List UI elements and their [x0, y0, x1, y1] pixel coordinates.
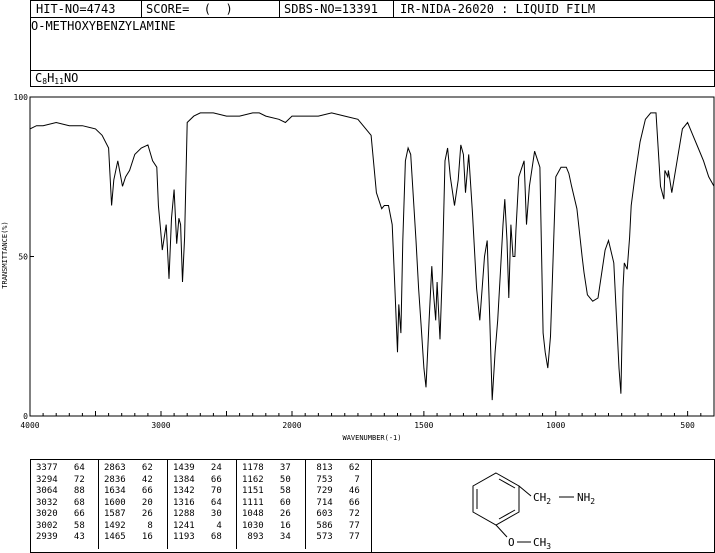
peak-row: 1465 16 [104, 532, 153, 542]
sdbs-no: SDBS-NO=13391 [284, 2, 378, 16]
peak-row: 1288 30 [173, 509, 222, 519]
peak-column: 1178 37 1162 50 1151 58 1111 60 1048 26 1030 … [242, 463, 291, 544]
peak-row: 2836 42 [104, 474, 153, 485]
x-tick-label: 1000 [546, 421, 565, 430]
peak-row: 603 72 [311, 509, 360, 519]
peak-column-divider [236, 459, 237, 549]
peak-row: 3002 58 [36, 520, 85, 531]
score: SCORE= ( ) [146, 2, 233, 16]
x-tick-label: 500 [680, 421, 695, 430]
x-tick-label: 4000 [20, 421, 39, 430]
chemical-structure: CH2 NH2 O CH3 [472, 472, 595, 551]
peak-row: 1587 26 [104, 509, 153, 519]
peak-table: 3377 64 3294 72 3064 88 3032 68 3020 66 3002 … [36, 459, 370, 549]
peak-row: 2863 62 [104, 463, 153, 473]
peak-column: 3377 64 3294 72 3064 88 3032 68 3020 66 3002 … [36, 463, 85, 544]
peak-row: 1030 16 [242, 520, 291, 531]
peak-column: 1439 24 1384 66 1342 70 1316 64 1288 30 1241 … [173, 463, 222, 544]
peak-row: 1492 8 [104, 520, 153, 531]
peak-column: 2863 62 2836 42 1634 66 1600 20 1587 26 1492 … [104, 463, 153, 544]
peak-row: 729 46 [311, 486, 360, 496]
peak-row: 813 62 [311, 463, 360, 473]
peak-row: 573 77 [311, 532, 360, 542]
peak-row: 1151 58 [242, 486, 291, 496]
hit-no: HIT-NO=4743 [36, 2, 116, 16]
peak-row: 2939 43 [36, 532, 85, 542]
peak-row: 586 77 [311, 520, 360, 531]
peak-row: 1241 4 [173, 520, 222, 531]
peak-column-divider [167, 459, 168, 549]
peak-row: 1193 68 [173, 532, 222, 542]
molecular-formula: C8H11NO [35, 71, 79, 86]
peak-row: 1342 70 [173, 486, 222, 496]
peak-column-divider [98, 459, 99, 549]
peak-row: 714 66 [311, 497, 360, 508]
peak-column: 813 62 753 7 729 46 714 66 603 72 586 77… [311, 463, 360, 544]
peak-row: 3377 64 [36, 463, 85, 473]
peak-row: 1162 50 [242, 474, 291, 485]
o-label: O [508, 536, 515, 549]
x-axis-label: WAVENUMBER(-1) [342, 434, 401, 442]
y-tick-label: 0 [23, 412, 28, 421]
y-tick-label: 100 [14, 93, 29, 102]
spectrum-line [29, 112, 715, 401]
peak-row: 1316 64 [173, 497, 222, 508]
x-tick-label: 3000 [151, 421, 170, 430]
peak-row: 1178 37 [242, 463, 291, 473]
peak-row: 3294 72 [36, 474, 85, 485]
benzene-ring [472, 472, 520, 526]
peak-row: 1439 24 [173, 463, 222, 473]
ir-nida: IR-NIDA-26020 : LIQUID FILM [400, 2, 596, 16]
x-tick-label: 1500 [414, 421, 433, 430]
peak-row: 1384 66 [173, 474, 222, 485]
peak-row: 1634 66 [104, 486, 153, 496]
peak-row: 1600 20 [104, 497, 153, 508]
peak-row: 893 34 [242, 532, 291, 542]
ch2-label: CH2 [533, 491, 551, 506]
peak-column-divider [305, 459, 306, 549]
x-tick-label: 2000 [282, 421, 301, 430]
ch3-label: CH3 [533, 536, 551, 551]
peak-row: 3064 88 [36, 486, 85, 496]
nh2-label: NH2 [577, 491, 595, 506]
peak-row: 3032 68 [36, 497, 85, 508]
y-axis-label: TRANSMITTANCE(%) [1, 221, 9, 288]
peak-row: 3020 66 [36, 509, 85, 519]
compound-name: O-METHOXYBENZYLAMINE [31, 19, 176, 33]
peak-row: 1111 60 [242, 497, 291, 508]
peak-row: 753 7 [311, 474, 360, 485]
y-tick-label: 50 [18, 253, 28, 262]
peak-row: 1048 26 [242, 509, 291, 519]
